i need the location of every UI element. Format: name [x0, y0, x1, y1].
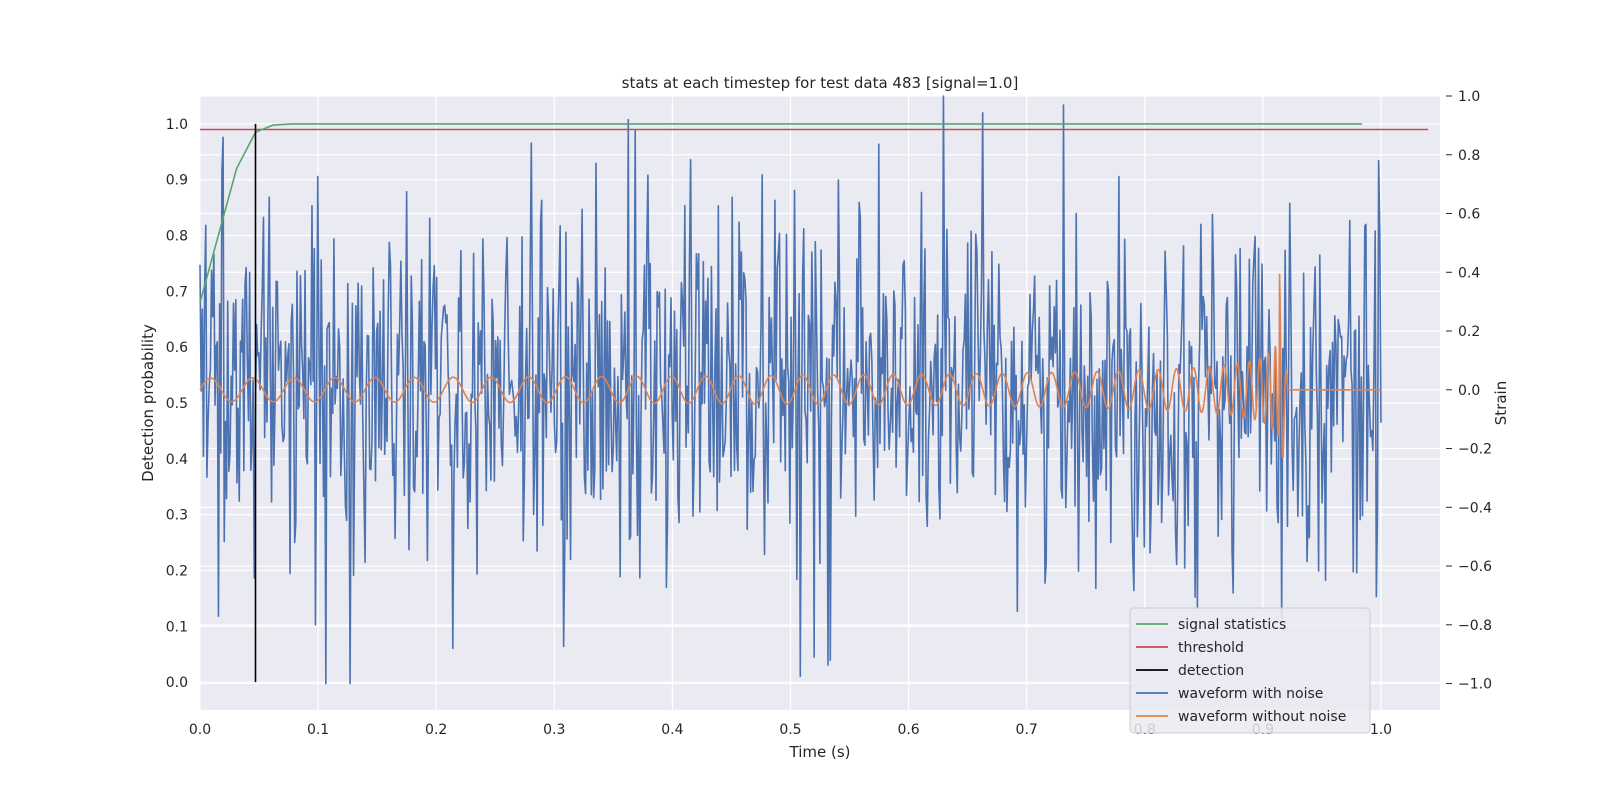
series-layer — [199, 95, 1429, 685]
y2-tick-label: −1.0 — [1458, 677, 1492, 693]
y2-tick-label: 0.0 — [1458, 383, 1480, 399]
y2-axis-label: Strain — [1492, 381, 1510, 425]
x-tick-label: 0.1 — [307, 722, 329, 738]
y2-tick-label: 0.2 — [1458, 324, 1480, 340]
y-tick-label: 0.9 — [166, 173, 188, 189]
legend-label: detection — [1178, 663, 1244, 679]
legend-label: threshold — [1178, 640, 1244, 656]
x-tick-label: 0.3 — [543, 722, 565, 738]
y-tick-label: 0.8 — [166, 229, 188, 245]
y-tick-label: 0.2 — [166, 563, 188, 579]
y2-tick-label: 0.8 — [1458, 148, 1480, 164]
legend-label: waveform without noise — [1178, 709, 1346, 725]
x-tick-label: 0.4 — [661, 722, 683, 738]
y-tick-label: 1.0 — [166, 117, 188, 133]
y-tick-label: 0.7 — [166, 284, 188, 300]
legend-label: waveform with noise — [1178, 686, 1323, 702]
y2-tick-label: 1.0 — [1458, 89, 1480, 105]
chart-title: stats at each timestep for test data 483… — [622, 74, 1019, 92]
x-tick-label: 0.7 — [1016, 722, 1038, 738]
ticks-layer: 0.0 0.1 0.2 0.3 0.4 0.5 0.6 0.7 0.8 0.9 1.0 0.0 0.1 0… — [166, 89, 1492, 738]
y-tick-label: 0.3 — [166, 508, 188, 524]
legend-box — [1129, 607, 1371, 734]
y2-tick-label: 0.6 — [1458, 207, 1480, 223]
x-tick-label: 0.0 — [189, 722, 211, 738]
y2-tick-label: −0.2 — [1458, 442, 1492, 458]
x-tick-label: 0.5 — [779, 722, 801, 738]
x-tick-label: 0.2 — [425, 722, 447, 738]
legend-label: signal statistics — [1178, 617, 1286, 633]
y-tick-label: 0.6 — [166, 340, 188, 356]
y-axis-label: Detection probability — [139, 324, 157, 482]
y-tick-label: 0.0 — [166, 675, 188, 691]
y2-tick-label: −0.6 — [1458, 559, 1492, 575]
y2-tick-label: −0.4 — [1458, 500, 1492, 516]
y-tick-label: 0.5 — [166, 396, 188, 412]
x-tick-label: 1.0 — [1370, 722, 1392, 738]
x-tick-label: 0.6 — [897, 722, 919, 738]
x-axis-label: Time (s) — [789, 743, 851, 761]
y-tick-label: 0.4 — [166, 452, 188, 468]
y2-tick-label: 0.4 — [1458, 265, 1480, 281]
y2-tick-label: −0.8 — [1458, 618, 1492, 634]
legend: signal statistics threshold detection wavef… — [1129, 607, 1371, 734]
signal-statistics-line — [199, 123, 1363, 303]
y-tick-label: 0.1 — [166, 619, 188, 635]
waveform-without-noise-line — [199, 273, 1382, 459]
